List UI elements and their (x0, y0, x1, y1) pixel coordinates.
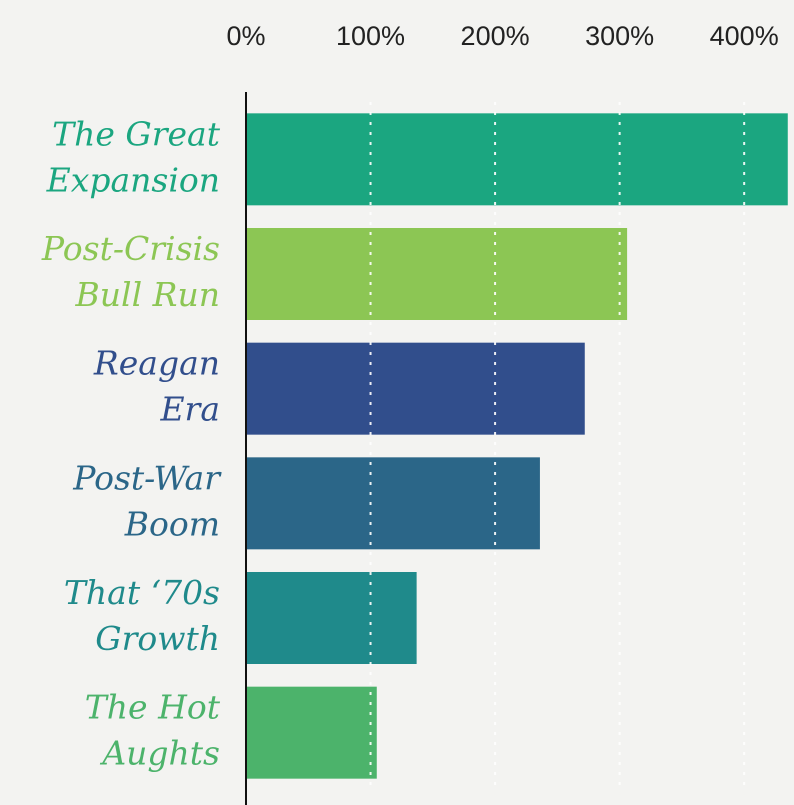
bar (246, 686, 377, 779)
category-label: Post-War (72, 458, 222, 497)
category-label: Era (159, 390, 220, 429)
category-label: Bull Run (75, 275, 220, 314)
x-tick-label: 300% (585, 21, 654, 51)
category-label: That ‘70s (64, 573, 220, 612)
category-label: Post-Crisis (41, 229, 220, 268)
category-label: Boom (124, 504, 220, 543)
category-label: The Great (52, 114, 221, 153)
category-label: The Hot (85, 688, 221, 727)
bar (246, 113, 788, 206)
x-tick-label: 100% (336, 21, 405, 51)
bar (246, 228, 628, 320)
category-label: Reagan (93, 344, 220, 383)
bar (246, 572, 417, 664)
bar (246, 457, 540, 550)
x-tick-label: 200% (461, 21, 530, 51)
category-label: Growth (95, 619, 220, 658)
category-label: Expansion (46, 160, 220, 199)
x-tick-label: 0% (226, 21, 265, 51)
bar (246, 342, 585, 435)
x-tick-label: 400% (710, 21, 779, 51)
category-label: Aughts (99, 734, 220, 773)
